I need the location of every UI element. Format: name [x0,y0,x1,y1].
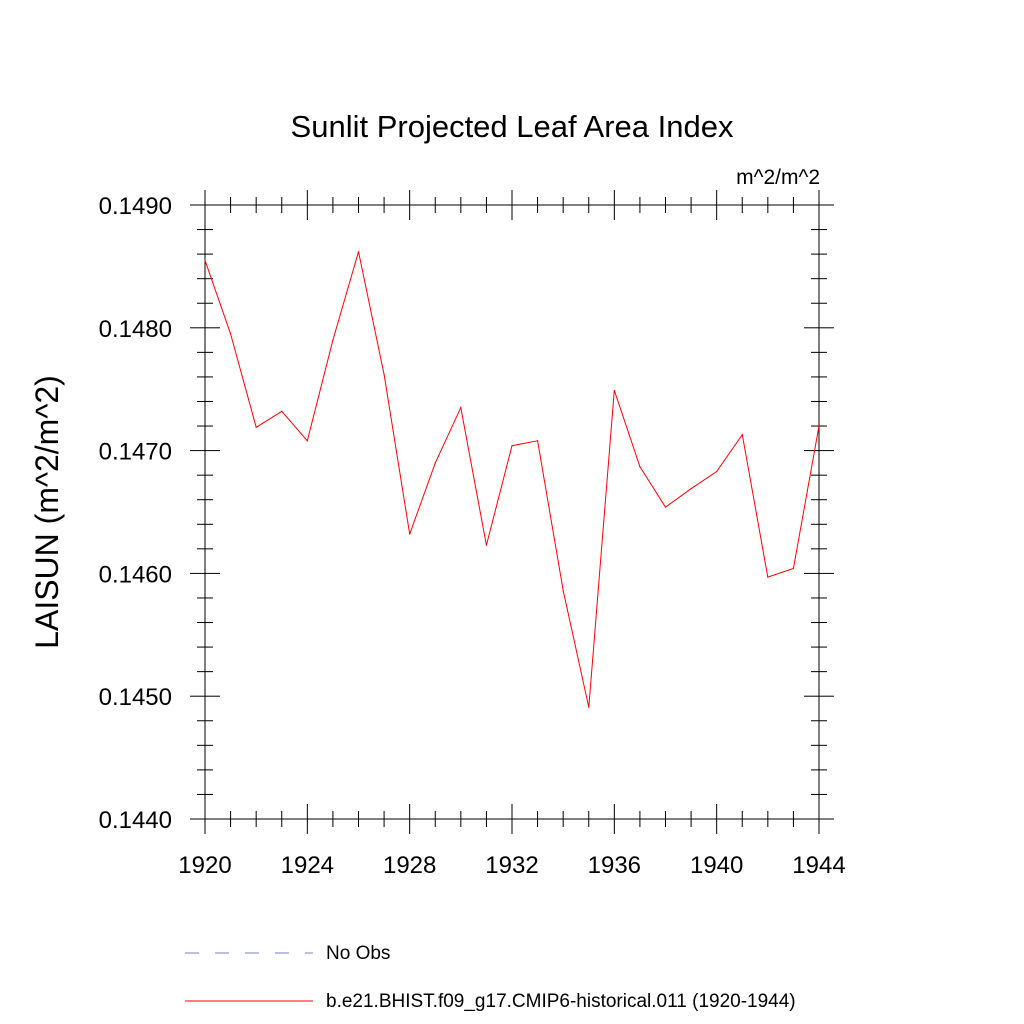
data-point [818,425,820,427]
y-tick-label: 0.1440 [99,807,172,834]
data-point [229,333,232,335]
data-point [204,259,206,261]
chart-title: Sunlit Projected Leaf Area Index [291,109,734,144]
y-tick-label: 0.1470 [99,439,172,466]
plot-frame [204,204,820,820]
legend: No Obs b.e21.BHIST.f09_g17.CMIP6-histori… [185,943,796,1012]
series-line [204,251,820,708]
data-point [357,251,360,253]
data-point [767,576,769,578]
data-point [511,445,513,447]
data-point [716,470,718,473]
data-point [255,426,257,428]
y-tick-label: 0.1490 [99,193,172,220]
x-tick-label: 1936 [588,852,641,879]
legend-label-historical: b.e21.BHIST.f09_g17.CMIP6-historical.011… [326,991,796,1012]
data-point [281,410,283,412]
axis-ticks [190,190,834,834]
data-point [639,465,641,468]
data-point [485,544,488,546]
x-tick-label: 1928 [383,852,436,879]
series-layer [204,251,820,708]
data-point [332,339,334,341]
data-point [562,589,564,592]
data-point [434,462,436,464]
units-label: m^2/m^2 [736,166,820,189]
data-point [792,567,795,570]
data-point [306,440,308,442]
y-tick-label: 0.1460 [99,561,172,588]
x-tick-label: 1924 [281,852,334,879]
data-point [460,407,462,409]
data-point [536,440,539,442]
data-point [409,533,411,535]
data-point [741,434,743,436]
data-point [588,706,590,708]
y-axis-label: LAISUN (m^2/m^2) [29,375,65,649]
legend-label-no-obs: No Obs [326,943,390,964]
x-tick-label: 1920 [178,852,231,879]
data-point [613,389,615,392]
data-point [383,373,385,376]
x-tick-label: 1944 [792,852,845,879]
data-point [664,506,667,508]
axis-tick-labels: 1920 1924 1928 1932 1936 1940 1944 0.1440 0.1450… [99,193,846,879]
x-tick-label: 1940 [690,852,743,879]
data-point [690,488,692,490]
x-tick-label: 1932 [485,852,538,879]
y-tick-label: 0.1480 [99,316,172,343]
y-tick-label: 0.1450 [99,684,172,711]
